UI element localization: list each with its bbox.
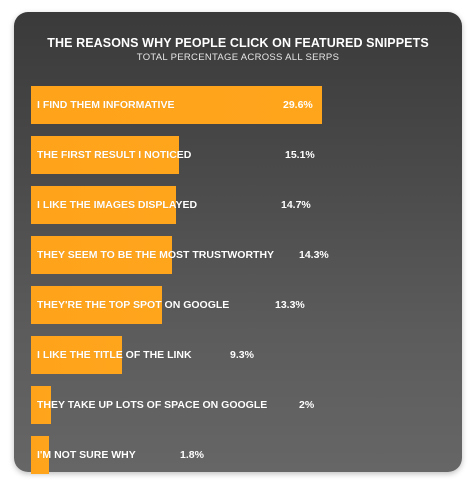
bar-chart-area: I FIND THEM INFORMATIVE 29.6% THE FIRST RE… — [14, 12, 462, 474]
bar — [31, 336, 123, 374]
bar-value-label: 15.1% — [285, 149, 315, 161]
chart-subtitle: TOTAL PERCENTAGE ACROSS ALL SERPS — [136, 52, 340, 63]
chart-title: THE REASONS WHY PEOPLE CLICK ON FEATURED… — [47, 36, 429, 50]
bar-label: THEY TAKE UP LOTS OF SPACE ON GOOGLE — [37, 399, 268, 411]
bar-value-label: 29.6% — [283, 99, 313, 111]
bar-label: THE FIRST RESULT I NOTICED — [37, 149, 192, 161]
bar-label: THEY'RE THE TOP SPOT ON GOOGLE — [37, 299, 230, 311]
bar-value-label: 2% — [299, 399, 315, 411]
chart-card: THE REASONS WHY PEOPLE CLICK ON FEATURED… — [14, 12, 462, 474]
bar — [31, 186, 176, 224]
bar-value-label: 14.3% — [299, 249, 329, 261]
bar-value-label: 1.8% — [180, 449, 204, 461]
bar-label: I LIKE THE IMAGES DISPLAYED — [37, 199, 198, 211]
bar — [31, 86, 322, 124]
bar-label: I'M NOT SURE WHY — [37, 449, 136, 461]
bar — [31, 436, 49, 474]
bar — [31, 386, 51, 424]
bar — [31, 136, 180, 174]
bar-label: THEY SEEM TO BE THE MOST TRUSTWORTHY — [37, 249, 275, 261]
bar-label: I FIND THEM INFORMATIVE — [37, 99, 175, 111]
bar — [31, 286, 162, 324]
bar — [31, 236, 172, 274]
bar-label: I LIKE THE TITLE OF THE LINK — [37, 349, 192, 361]
bar-value-label: 14.7% — [281, 199, 311, 211]
bar-value-label: 9.3% — [230, 349, 254, 361]
bar-value-label: 13.3% — [275, 299, 305, 311]
